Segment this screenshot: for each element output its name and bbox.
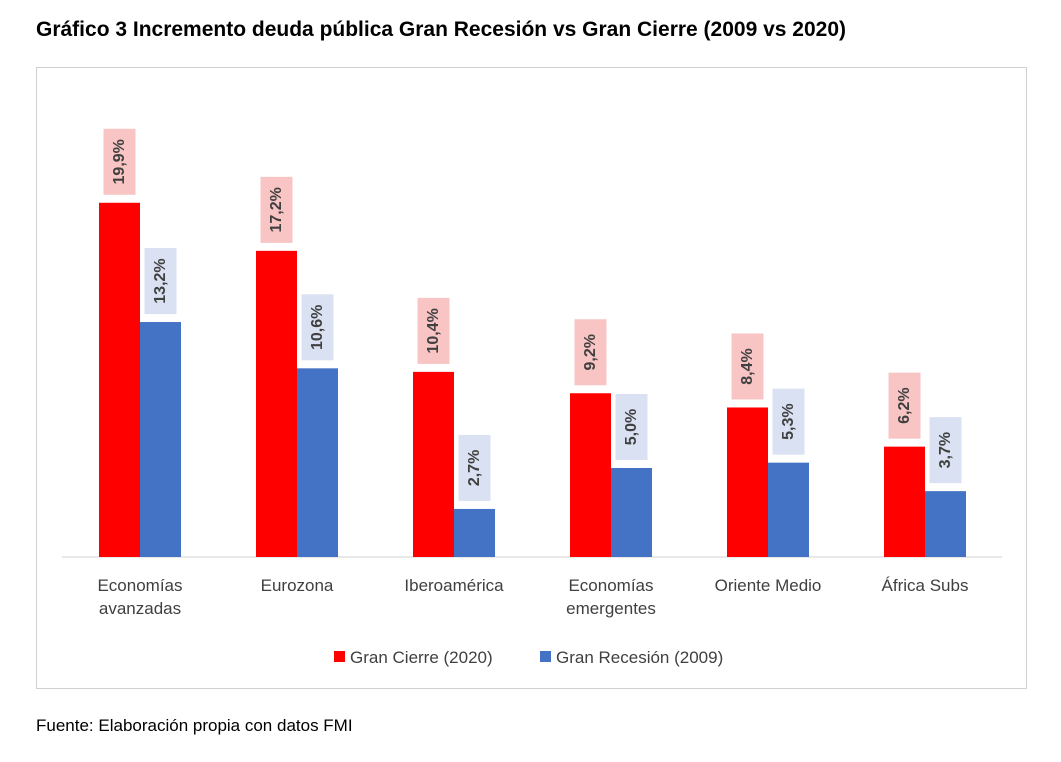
x-tick-label: Economías <box>568 576 653 595</box>
x-tick-label: emergentes <box>566 599 656 618</box>
data-label: 10,4% <box>425 308 442 353</box>
legend-label: Gran Recesión (2009) <box>556 648 723 667</box>
chart-title: Gráfico 3 Incremento deuda pública Gran … <box>36 18 846 41</box>
data-label: 2,7% <box>466 450 483 486</box>
data-label-bg <box>458 434 491 501</box>
x-tick-label: avanzadas <box>99 599 181 618</box>
data-label: 17,2% <box>268 187 285 232</box>
data-label-bg <box>574 319 607 386</box>
data-label: 5,0% <box>623 409 640 445</box>
bar <box>454 508 495 557</box>
data-label-bg <box>929 417 962 484</box>
bar <box>413 371 454 557</box>
legend-swatch <box>334 651 345 662</box>
bar <box>99 202 140 557</box>
data-label-bg <box>731 333 764 400</box>
data-label-bg <box>301 294 334 361</box>
chart-frame <box>36 67 1027 689</box>
legend-label: Gran Cierre (2020) <box>350 648 493 667</box>
data-label-bg <box>615 394 648 460</box>
x-tick-label: Eurozona <box>261 576 334 595</box>
data-label: 10,6% <box>309 305 326 350</box>
bar <box>297 368 338 557</box>
x-tick-label: Economías <box>97 576 182 595</box>
bar <box>727 407 768 557</box>
bar <box>925 491 966 557</box>
data-label: 8,4% <box>739 348 756 384</box>
bar <box>570 393 611 557</box>
x-tick-label: Oriente Medio <box>715 576 822 595</box>
bar <box>768 462 809 557</box>
data-label-bg <box>260 176 293 243</box>
x-tick-label: África Subs <box>882 576 969 595</box>
legend-swatch <box>540 651 551 662</box>
data-label: 3,7% <box>937 432 954 468</box>
data-label-bg <box>103 128 136 195</box>
bar <box>140 322 181 557</box>
x-tick-label: Iberoamérica <box>404 576 504 595</box>
data-label-bg <box>144 248 177 315</box>
bar <box>611 468 652 557</box>
data-label-bg <box>888 372 921 439</box>
data-label: 19,9% <box>111 139 128 184</box>
data-label: 13,2% <box>152 258 169 303</box>
data-label-bg <box>772 388 805 455</box>
bar <box>884 446 925 557</box>
bar <box>256 250 297 557</box>
data-label: 9,2% <box>582 334 599 370</box>
data-label-bg <box>417 297 450 364</box>
data-label: 5,3% <box>780 403 797 439</box>
data-label: 6,2% <box>896 387 913 423</box>
source-note: Fuente: Elaboración propia con datos FMI <box>36 716 353 735</box>
